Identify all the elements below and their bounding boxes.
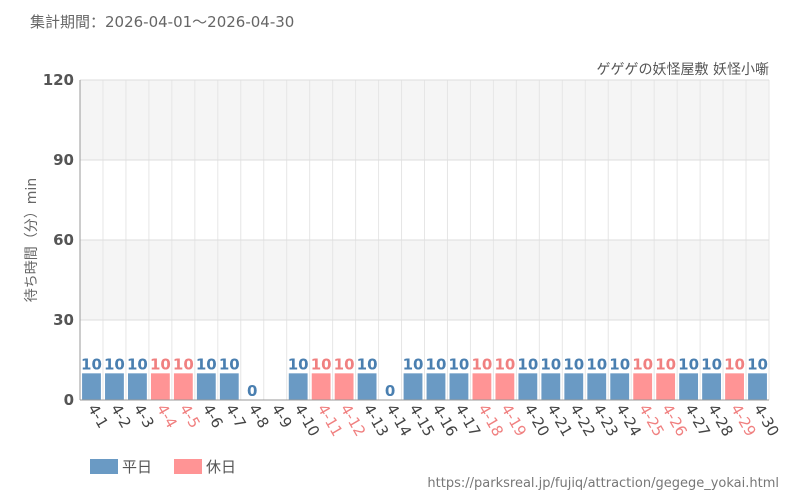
data-label: 10 [747,355,768,373]
bar [150,373,170,400]
x-tick-labels: 4-14-24-34-44-54-64-74-84-94-104-114-124… [84,401,783,439]
bar [702,373,721,400]
data-label: 10 [403,355,424,373]
data-label: 0 [247,382,257,400]
bar [725,373,744,400]
y-tick-labels: 0 30 60 90 120 [43,71,74,409]
y-tick-label: 60 [53,231,74,249]
data-label: 10 [196,355,217,373]
bar [128,373,147,400]
bar [633,373,653,400]
legend-swatch-weekday [90,459,118,474]
bar [311,373,331,400]
data-label: 10 [632,355,653,373]
legend-label-weekday: 平日 [122,458,152,476]
bar [564,373,584,400]
bar [610,373,630,400]
bar [656,373,676,400]
axes [79,80,769,401]
x-tick-label: 4-4 [153,401,181,431]
bar [82,373,101,400]
y-tick-label: 30 [53,311,74,329]
data-label: 10 [357,355,378,373]
period-text: 集計期間：2026-04-01～2026-04-30 [30,13,294,31]
bar [426,373,446,400]
bar [587,373,607,400]
x-tick-label: 4-5 [176,401,204,431]
x-tick-label: 4-9 [268,401,296,431]
data-label: 10 [150,355,171,373]
x-tick-label: 4-8 [245,401,273,431]
data-label: 10 [449,355,470,373]
bar [105,373,124,400]
legend-label-holiday: 休日 [206,458,236,476]
data-label: 10 [517,355,538,373]
data-label: 10 [494,355,515,373]
x-tick-label: 4-2 [107,401,135,431]
legend: 平日 休日 [90,458,236,476]
bar [403,373,423,400]
data-label: 10 [219,355,240,373]
y-tick-label: 120 [43,71,74,89]
bar [219,373,239,400]
x-tick-label: 4-7 [222,401,250,431]
data-label: 10 [173,355,194,373]
data-label: 10 [426,355,447,373]
bar [495,373,515,400]
bar [472,373,492,400]
x-tick-label: 4-6 [199,401,227,431]
data-label: 10 [586,355,607,373]
data-label: 10 [609,355,630,373]
data-label: 10 [127,355,148,373]
data-label: 10 [563,355,584,373]
data-label: 10 [701,355,722,373]
data-label: 10 [471,355,492,373]
x-tick-label: 4-3 [130,401,158,431]
bars [82,373,767,400]
bar [357,373,377,400]
data-label: 10 [540,355,561,373]
bar [449,373,469,400]
data-label: 0 [385,382,395,400]
source-url: https://parksreal.jp/fujiq/attraction/ge… [427,476,779,491]
bar [518,373,538,400]
bar [679,373,699,400]
data-label: 10 [655,355,676,373]
bar [334,373,354,400]
x-tick-label: 4-30 [750,401,783,439]
y-axis-label: 待ち時間（分）min [24,178,40,302]
data-label: 10 [81,355,102,373]
x-tick-label: 4-1 [84,401,112,431]
data-label: 10 [104,355,125,373]
chart-subtitle: ゲゲゲの妖怪屋敷 妖怪小噺 [597,62,769,78]
data-label: 10 [334,355,355,373]
data-label: 10 [678,355,699,373]
data-label: 10 [311,355,332,373]
data-label: 10 [724,355,745,373]
legend-swatch-holiday [174,459,202,474]
y-tick-label: 90 [53,151,74,169]
bar [541,373,561,400]
bar [196,373,216,400]
y-tick-label: 0 [64,391,74,409]
bar [173,373,193,400]
data-label: 10 [288,355,309,373]
bar [288,373,308,400]
horizontal-gridlines [80,79,769,321]
bar [748,373,767,400]
